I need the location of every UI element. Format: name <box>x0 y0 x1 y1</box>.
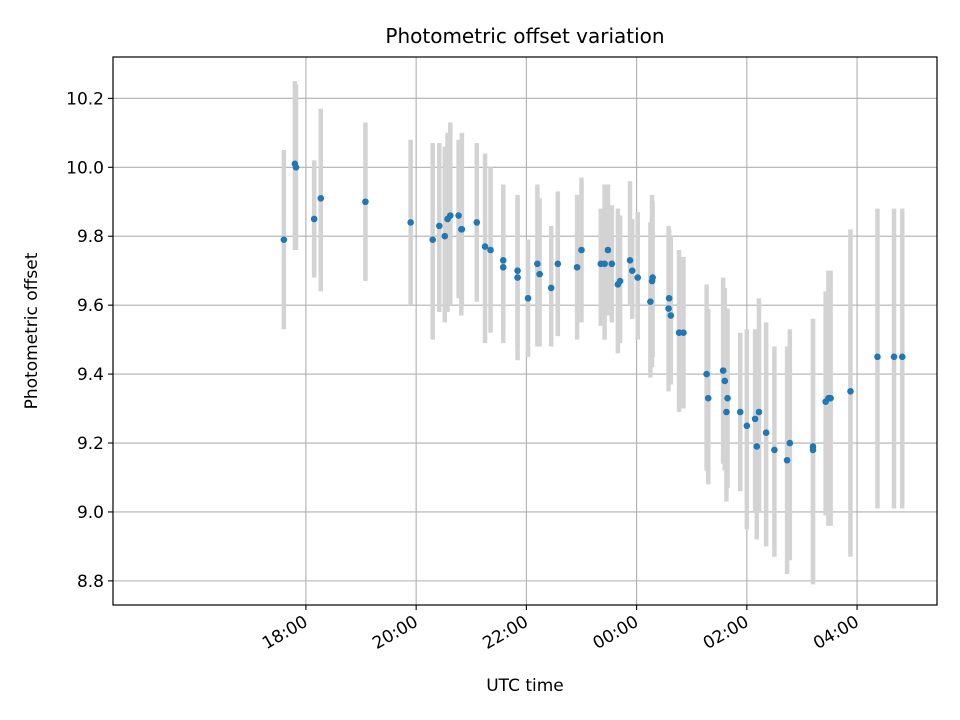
data-point <box>626 257 634 264</box>
data-point <box>724 394 731 402</box>
data-point <box>447 212 454 219</box>
data-point <box>751 415 759 423</box>
data-point <box>435 222 443 230</box>
data-point <box>628 267 636 274</box>
data-point <box>524 294 532 302</box>
data-point <box>783 456 791 464</box>
chart-title: Photometric offset variation <box>385 24 664 48</box>
data-point <box>458 226 466 233</box>
data-point <box>601 260 608 268</box>
point-layer <box>280 160 906 464</box>
data-point <box>753 443 761 450</box>
data-point <box>847 388 854 395</box>
data-point <box>514 274 521 281</box>
data-point <box>721 377 729 385</box>
data-point <box>771 446 778 454</box>
data-point <box>704 394 712 402</box>
data-point <box>310 215 318 223</box>
data-point <box>487 246 494 254</box>
data-point <box>647 298 654 306</box>
data-point <box>755 408 763 416</box>
data-point <box>890 353 898 361</box>
data-point <box>429 236 436 243</box>
data-point <box>719 367 727 374</box>
data-point <box>723 408 730 416</box>
data-point <box>362 198 369 206</box>
data-point <box>743 422 751 430</box>
data-point <box>667 312 675 319</box>
data-point <box>680 329 687 337</box>
data-point <box>649 274 656 281</box>
data-point <box>280 236 288 243</box>
data-point <box>473 219 481 226</box>
y-tick-label: 10.0 <box>66 158 104 178</box>
data-point <box>898 353 906 361</box>
data-point <box>547 284 555 292</box>
y-tick-label: 9.8 <box>77 227 104 247</box>
data-point <box>514 267 521 274</box>
data-point <box>554 260 562 268</box>
data-point <box>578 246 585 254</box>
data-point <box>292 163 300 171</box>
data-point <box>762 429 770 436</box>
data-point <box>481 243 489 250</box>
data-point <box>874 353 881 361</box>
y-tick-label: 9.4 <box>77 365 104 385</box>
data-point <box>499 263 507 271</box>
data-point <box>608 260 616 268</box>
data-point <box>809 446 817 454</box>
data-point <box>665 294 673 302</box>
plot-frame <box>112 56 938 606</box>
data-point <box>534 260 541 268</box>
x-axis-label: UTC time <box>486 676 564 696</box>
data-point <box>616 277 624 285</box>
data-point <box>317 195 325 202</box>
data-point <box>786 439 794 447</box>
data-point <box>665 305 672 312</box>
data-point <box>604 246 612 254</box>
y-tick-label: 9.6 <box>77 296 104 316</box>
data-point <box>827 394 834 402</box>
y-axis-label: Photometric offset <box>22 252 42 409</box>
data-point <box>573 263 581 271</box>
y-tick-label: 10.2 <box>66 89 104 109</box>
data-point <box>407 219 414 226</box>
data-point <box>536 270 543 278</box>
data-point <box>703 370 710 378</box>
y-tick-label: 8.8 <box>77 572 104 592</box>
data-point <box>736 408 744 416</box>
data-point <box>441 232 449 240</box>
data-point <box>499 257 507 264</box>
y-tick-label: 9.2 <box>77 434 104 454</box>
data-point <box>455 212 462 219</box>
data-point <box>634 274 642 281</box>
y-tick-label: 9.0 <box>77 503 104 523</box>
